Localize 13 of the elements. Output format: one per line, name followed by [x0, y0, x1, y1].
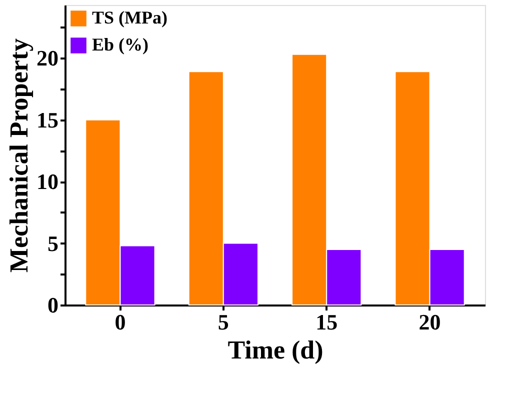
- y-tick-label: 20: [36, 46, 58, 71]
- legend-label: Eb (%): [92, 34, 149, 54]
- y-tick-label: 15: [36, 107, 58, 132]
- x-tick-label: 5: [218, 310, 229, 334]
- y-axis-title: Mechanical Property: [4, 38, 34, 273]
- x-tick-label: 20: [418, 310, 441, 334]
- y-tick-label: 0: [48, 292, 58, 318]
- x-axis-title: Time (d): [228, 336, 324, 364]
- legend-label: TS (MPa): [92, 8, 168, 28]
- y-tick-label: 10: [36, 169, 58, 194]
- y-tick-label: 5: [48, 230, 58, 256]
- x-tick-label: 15: [316, 310, 338, 334]
- x-tick-label: 0: [114, 310, 126, 334]
